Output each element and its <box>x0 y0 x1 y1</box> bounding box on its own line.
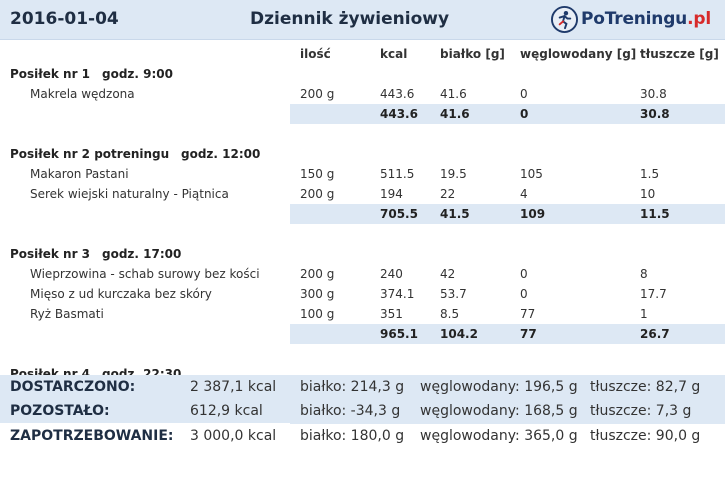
food-amount: 150 g <box>300 167 335 181</box>
meal-header: Posiłek nr 2 potreningu godz. 12:00 <box>0 144 725 164</box>
food-protein: 53.7 <box>440 287 467 301</box>
summary-protein: białko: -34,3 g <box>300 403 401 419</box>
food-carbs: 0 <box>520 287 528 301</box>
diary-date: 2016-01-04 <box>10 9 119 29</box>
page-header: 2016-01-04 Dziennik żywieniowy PoTrening… <box>0 0 725 40</box>
summary-label: POZOSTAŁO: <box>10 403 110 419</box>
food-row[interactable]: Makaron Pastani 150 g 511.5 19.5 105 1.5 <box>0 164 725 184</box>
food-fat: 1 <box>640 307 648 321</box>
sum-fat: 30.8 <box>640 107 670 121</box>
food-protein: 42 <box>440 267 456 281</box>
page-title: Dziennik żywieniowy <box>250 9 450 29</box>
food-kcal: 511.5 <box>380 167 415 181</box>
food-kcal: 194 <box>380 187 403 201</box>
food-name: Makrela wędzona <box>30 87 135 101</box>
sum-fat: 26.7 <box>640 327 670 341</box>
col-carbs: węglowodany [g] <box>520 47 637 61</box>
summary-carbs: węglowodany: 168,5 g <box>420 403 578 419</box>
food-kcal: 240 <box>380 267 403 281</box>
food-kcal: 351 <box>380 307 403 321</box>
food-protein: 41.6 <box>440 87 467 101</box>
summary-protein: białko: 180,0 g <box>300 428 405 444</box>
col-amount: ilość <box>300 47 331 61</box>
meal-title: Posiłek nr 3 <box>10 247 91 261</box>
summary-row: POZOSTAŁO: 612,9 kcal białko: -34,3 g węglo… <box>0 399 725 423</box>
column-headers: ilość kcal białko [g] węglowodany [g] tł… <box>0 44 725 64</box>
food-fat: 8 <box>640 267 648 281</box>
meal-title: Posiłek nr 1 <box>10 67 91 81</box>
food-carbs: 77 <box>520 307 536 321</box>
food-amount: 200 g <box>300 267 335 281</box>
summary-row: DOSTARCZONO: 2 387,1 kcal białko: 214,3 g w… <box>0 375 725 399</box>
food-amount: 100 g <box>300 307 335 321</box>
food-protein: 8.5 <box>440 307 460 321</box>
meal-time: godz. 12:00 <box>181 147 261 161</box>
food-row[interactable]: Mięso z ud kurczaka bez skóry 300 g 374.1 5… <box>0 284 725 304</box>
food-row[interactable]: Ryż Basmati 100 g 351 8.5 77 1 <box>0 304 725 324</box>
meal-header: Posiłek nr 3 godz. 17:00 <box>0 244 725 264</box>
food-name: Serek wiejski naturalny - Piątnica <box>30 187 229 201</box>
summary-kcal: 3 000,0 kcal <box>190 428 277 444</box>
food-carbs: 0 <box>520 267 528 281</box>
sum-protein: 41.5 <box>440 207 470 221</box>
meal-title: Posiłek nr 2 potreningu <box>10 147 170 161</box>
food-row[interactable]: Wieprzowina - schab surowy bez kości 200 … <box>0 264 725 284</box>
food-name: Makaron Pastani <box>30 167 129 181</box>
sum-kcal: 443.6 <box>380 107 418 121</box>
summary-fat: tłuszcze: 90,0 g <box>590 428 701 444</box>
food-protein: 19.5 <box>440 167 467 181</box>
logo-text: PoTreningu.pl <box>581 9 711 29</box>
food-fat: 17.7 <box>640 287 667 301</box>
sum-fat: 11.5 <box>640 207 670 221</box>
summary-kcal: 612,9 kcal <box>190 403 263 419</box>
col-fat: tłuszcze [g] <box>640 47 719 61</box>
sum-carbs: 77 <box>520 327 537 341</box>
sum-kcal: 965.1 <box>380 327 418 341</box>
summary-kcal: 2 387,1 kcal <box>190 379 277 395</box>
food-carbs: 0 <box>520 87 528 101</box>
food-fat: 10 <box>640 187 656 201</box>
summary-carbs: węglowodany: 196,5 g <box>420 379 578 395</box>
meal-time: godz. 9:00 <box>102 67 173 81</box>
summary-fat: tłuszcze: 82,7 g <box>590 379 701 395</box>
meal-sum-row: 705.5 41.5 109 11.5 <box>290 204 725 224</box>
col-kcal: kcal <box>380 47 408 61</box>
sum-kcal: 705.5 <box>380 207 418 221</box>
summary-row: ZAPOTRZEBOWANIE: 3 000,0 kcal białko: 180,… <box>0 424 725 448</box>
summary-protein: białko: 214,3 g <box>300 379 405 395</box>
meal-header: Posiłek nr 1 godz. 9:00 <box>0 64 725 84</box>
food-kcal: 374.1 <box>380 287 415 301</box>
summary-label: ZAPOTRZEBOWANIE: <box>10 428 174 444</box>
food-carbs: 105 <box>520 167 543 181</box>
food-name: Mięso z ud kurczaka bez skóry <box>30 287 212 301</box>
food-protein: 22 <box>440 187 456 201</box>
meal-sum-row: 965.1 104.2 77 26.7 <box>290 324 725 344</box>
logo-runner-icon <box>551 5 578 33</box>
food-amount: 200 g <box>300 187 335 201</box>
col-protein: białko [g] <box>440 47 505 61</box>
food-row[interactable]: Makrela wędzona 200 g 443.6 41.6 0 30.8 <box>0 84 725 104</box>
sum-carbs: 0 <box>520 107 529 121</box>
summary-carbs: węglowodany: 365,0 g <box>420 428 578 444</box>
meal-time: godz. 17:00 <box>102 247 182 261</box>
food-row[interactable]: Serek wiejski naturalny - Piątnica 200 g 1… <box>0 184 725 204</box>
summary-fat: tłuszcze: 7,3 g <box>590 403 692 419</box>
sum-protein: 41.6 <box>440 107 470 121</box>
meal-sum-row: 443.6 41.6 0 30.8 <box>290 104 725 124</box>
site-logo[interactable]: PoTreningu.pl <box>551 5 711 33</box>
food-amount: 200 g <box>300 87 335 101</box>
food-name: Ryż Basmati <box>30 307 104 321</box>
summary-label: DOSTARCZONO: <box>10 379 136 395</box>
sum-protein: 104.2 <box>440 327 478 341</box>
sum-carbs: 109 <box>520 207 546 221</box>
food-kcal: 443.6 <box>380 87 415 101</box>
food-amount: 300 g <box>300 287 335 301</box>
food-fat: 30.8 <box>640 87 667 101</box>
food-name: Wieprzowina - schab surowy bez kości <box>30 267 260 281</box>
food-carbs: 4 <box>520 187 528 201</box>
food-fat: 1.5 <box>640 167 660 181</box>
